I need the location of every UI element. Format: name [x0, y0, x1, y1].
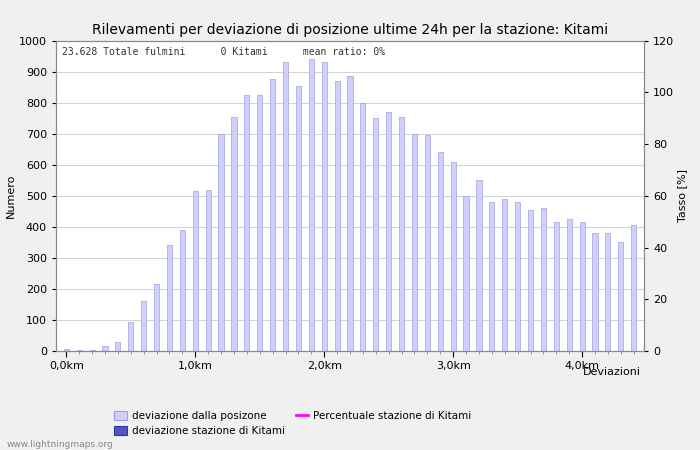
Title: Rilevamenti per deviazione di posizione ultime 24h per la stazione: Kitami: Rilevamenti per deviazione di posizione … [92, 22, 608, 36]
Bar [335, 81, 339, 351]
Bar [606, 233, 610, 351]
Bar [580, 222, 584, 351]
Bar [425, 135, 430, 351]
Bar [90, 350, 95, 351]
Bar [283, 62, 288, 351]
Bar [477, 180, 482, 351]
Bar [631, 225, 636, 351]
Bar [463, 196, 468, 351]
Bar [592, 233, 598, 351]
Bar [566, 219, 572, 351]
Bar [244, 95, 249, 351]
Bar [489, 202, 494, 351]
Bar [618, 243, 624, 351]
Bar [502, 199, 508, 351]
Text: www.lightningmaps.org: www.lightningmaps.org [7, 440, 113, 449]
Bar [528, 210, 533, 351]
Bar [141, 302, 146, 351]
Bar [270, 79, 275, 351]
Bar [554, 222, 559, 351]
Text: Deviazioni: Deviazioni [582, 367, 640, 377]
Bar [128, 321, 134, 351]
Bar [360, 103, 365, 351]
Text: 23.628 Totale fulmini      0 Kitami      mean ratio: 0%: 23.628 Totale fulmini 0 Kitami mean rati… [62, 47, 385, 57]
Bar [438, 152, 443, 351]
Bar [541, 208, 546, 351]
Bar [102, 346, 108, 351]
Bar [309, 59, 314, 351]
Bar [515, 202, 520, 351]
Bar [167, 245, 172, 351]
Bar [154, 284, 159, 351]
Bar [373, 118, 379, 351]
Legend: deviazione dalla posizone, deviazione stazione di Kitami, Percentuale stazione d: deviazione dalla posizone, deviazione st… [110, 407, 475, 440]
Bar [180, 230, 185, 351]
Bar [232, 117, 237, 351]
Bar [399, 117, 404, 351]
Bar [64, 350, 69, 351]
Bar [386, 112, 391, 351]
Bar [412, 134, 417, 351]
Bar [257, 95, 262, 351]
Bar [347, 76, 353, 351]
Bar [296, 86, 301, 351]
Bar [218, 134, 223, 351]
Bar [321, 62, 327, 351]
Bar [116, 342, 120, 351]
Bar [193, 191, 198, 351]
Bar [451, 162, 456, 351]
Y-axis label: Tasso [%]: Tasso [%] [677, 169, 687, 222]
Bar [206, 189, 211, 351]
Y-axis label: Numero: Numero [6, 174, 16, 218]
